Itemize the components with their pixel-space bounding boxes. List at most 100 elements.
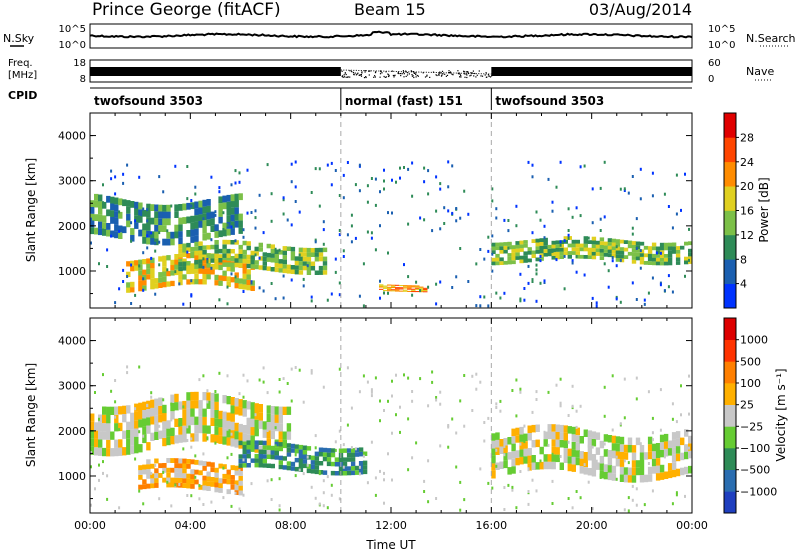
scatter-cell	[278, 446, 283, 452]
speckle-cell	[688, 374, 690, 378]
speckle-cell	[238, 469, 241, 472]
scatter-cell	[210, 218, 215, 226]
speckle-cell	[403, 263, 405, 267]
speckle-cell	[479, 295, 482, 299]
scatter-cell	[154, 473, 159, 479]
scatter-cell	[190, 469, 195, 475]
speckle-cell	[403, 166, 405, 169]
scatter-cell	[551, 252, 556, 256]
scatter-cell	[222, 248, 227, 254]
speckle-cell	[270, 282, 273, 285]
scatter-cell	[206, 425, 211, 434]
scatter-cell	[90, 438, 95, 447]
scatter-cell	[142, 410, 147, 419]
nave-dot	[405, 70, 407, 72]
speckle-cell	[599, 186, 602, 190]
speckle-cell	[98, 262, 100, 266]
speckle-cell	[559, 160, 562, 164]
scatter-cell	[246, 254, 251, 260]
scatter-cell	[98, 422, 103, 432]
scatter-cell	[190, 391, 195, 401]
scatter-cell	[110, 406, 115, 415]
speckle-cell	[483, 257, 486, 261]
scatter-cell	[146, 203, 151, 211]
scatter-cell	[310, 266, 316, 271]
nave-dot	[375, 71, 377, 73]
scatter-cell	[154, 468, 159, 474]
speckle-cell	[599, 229, 602, 232]
scatter-cell	[603, 449, 609, 457]
speckle-cell	[278, 390, 281, 394]
scatter-cell	[234, 200, 239, 208]
scatter-cell	[559, 462, 564, 470]
speckle-cell	[318, 167, 321, 171]
scatter-cell	[575, 243, 580, 248]
speckle-cell	[142, 434, 145, 438]
scatter-cell	[314, 469, 320, 475]
speckle-cell	[475, 372, 478, 376]
scatter-cell	[178, 473, 183, 478]
scatter-cell	[170, 265, 175, 271]
scatter-cell	[274, 441, 279, 447]
speckle-cell	[623, 508, 626, 512]
speckle-cell	[535, 210, 538, 214]
scatter-cell	[114, 423, 119, 432]
scatter-cell	[218, 248, 223, 254]
speckle-cell	[451, 417, 454, 421]
nave-dot	[369, 70, 371, 72]
scatter-cell	[583, 452, 588, 460]
scatter-cell	[214, 426, 219, 435]
scatter-cell	[198, 460, 203, 466]
speckle-cell	[515, 506, 518, 510]
scatter-cell	[286, 465, 292, 471]
scatter-cell	[154, 224, 159, 232]
scatter-cell	[607, 465, 613, 473]
scatter-cell	[567, 456, 572, 464]
speckle-cell	[659, 283, 662, 287]
scatter-cell	[94, 447, 99, 456]
scatter-cell	[218, 427, 223, 436]
speckle-cell	[495, 464, 498, 468]
speckle-cell	[563, 287, 566, 291]
speckle-cell	[491, 187, 494, 191]
scatter-cell	[599, 440, 605, 449]
scatter-cell	[222, 222, 227, 230]
scatter-cell	[194, 215, 199, 222]
scatter-cell	[671, 250, 677, 254]
scatter-cell	[639, 256, 645, 261]
scatter-cell	[254, 440, 259, 445]
speckle-cell	[475, 262, 478, 266]
scatter-cell	[210, 477, 215, 482]
speckle-cell	[326, 506, 329, 510]
scatter-cell	[158, 473, 163, 478]
scatter-cell	[206, 212, 211, 220]
speckle-cell	[202, 265, 205, 269]
speckle-cell	[523, 440, 526, 444]
nave-dot	[360, 74, 362, 76]
speckle-cell	[435, 175, 438, 179]
scatter-cell	[138, 280, 143, 286]
speckle-cell	[246, 211, 249, 215]
speckle-cell	[294, 200, 297, 203]
scatter-cell	[278, 263, 283, 269]
scatter-cell	[90, 413, 95, 422]
scatter-cell	[495, 447, 500, 455]
scatter-cell	[575, 251, 580, 255]
scatter-cell	[230, 228, 235, 235]
scatter-cell	[146, 258, 151, 264]
speckle-cell	[531, 478, 534, 482]
scatter-cell	[411, 286, 416, 288]
scatter-cell	[198, 207, 203, 215]
speckle-cell	[370, 394, 373, 398]
scatter-cell	[222, 202, 227, 210]
colorbar-swatch	[724, 210, 736, 236]
nave-dot	[385, 76, 387, 78]
scatter-cell	[150, 273, 155, 279]
speckle-cell	[667, 285, 670, 289]
speckle-cell	[234, 239, 237, 243]
speckle-cell	[435, 398, 438, 402]
scatter-cell	[342, 471, 348, 476]
nave-dot	[441, 70, 444, 72]
scatter-cell	[631, 256, 637, 260]
scatter-cell	[314, 451, 320, 457]
